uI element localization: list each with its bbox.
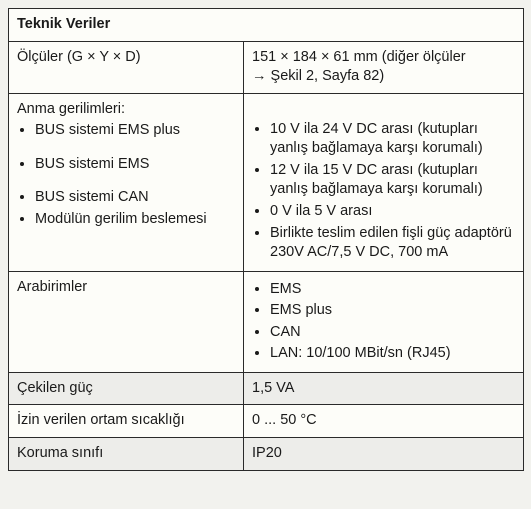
label-voltages: Anma gerilimleri: BUS sistemi EMS plus B… bbox=[9, 93, 244, 271]
value-ambient-temp: 0 ... 50 °C bbox=[244, 405, 524, 438]
volt-right-list: 10 V ila 24 V DC arası (kutupları yanlış… bbox=[252, 120, 515, 263]
label-dimensions: Ölçüler (G × Y × D) bbox=[9, 41, 244, 93]
row-power: Çekilen güç 1,5 VA bbox=[9, 372, 524, 405]
iface-item: LAN: 10/100 MBit/sn (RJ45) bbox=[270, 344, 515, 364]
value-dimensions: 151 × 184 × 61 mm (diğer ölçüler → Şekil… bbox=[244, 41, 524, 93]
label-protection: Koruma sınıfı bbox=[9, 438, 244, 471]
iface-item: CAN bbox=[270, 323, 515, 343]
dims-line1: 151 × 184 × 61 mm (diğer ölçüler bbox=[252, 49, 466, 65]
iface-item: EMS plus bbox=[270, 301, 515, 321]
dims-line2: → Şekil 2, Sayfa 82) bbox=[252, 68, 384, 84]
volt-right-item-text: Birlikte teslim edilen fişli güç adaptör… bbox=[270, 225, 512, 241]
volt-right-item: Birlikte teslim edilen fişli güç adaptör… bbox=[270, 224, 515, 263]
row-dimensions: Ölçüler (G × Y × D) 151 × 184 × 61 mm (d… bbox=[9, 41, 524, 93]
value-protection: IP20 bbox=[244, 438, 524, 471]
volt-left-item: BUS sistemi CAN bbox=[35, 188, 235, 208]
volt-right-item: 12 V ila 15 V DC arası (kutupları yanlış… bbox=[270, 161, 515, 200]
row-ambient-temp: İzin verilen ortam sıcaklığı 0 ... 50 °C bbox=[9, 405, 524, 438]
row-interfaces: Arabirimler EMS EMS plus CAN LAN: 10/100… bbox=[9, 271, 524, 372]
value-voltages: 10 V ila 24 V DC arası (kutupları yanlış… bbox=[244, 93, 524, 271]
row-protection: Koruma sınıfı IP20 bbox=[9, 438, 524, 471]
volt-left-item: Modülün gerilim beslemesi bbox=[35, 210, 235, 230]
technical-data-table: Teknik Veriler Ölçüler (G × Y × D) 151 ×… bbox=[8, 8, 524, 471]
table-title: Teknik Veriler bbox=[9, 9, 524, 42]
volt-right-extra: 230V AC/7,5 V DC, 700 mA bbox=[270, 244, 448, 260]
volt-right-item: 10 V ila 24 V DC arası (kutupları yanlış… bbox=[270, 120, 515, 159]
volt-right-item: 0 V ila 5 V arası bbox=[270, 202, 515, 222]
volt-label: Anma gerilimleri: bbox=[17, 101, 125, 117]
value-interfaces: EMS EMS plus CAN LAN: 10/100 MBit/sn (RJ… bbox=[244, 271, 524, 372]
row-voltages: Anma gerilimleri: BUS sistemi EMS plus B… bbox=[9, 93, 524, 271]
volt-left-item: BUS sistemi EMS plus bbox=[35, 121, 235, 141]
ifaces-list: EMS EMS plus CAN LAN: 10/100 MBit/sn (RJ… bbox=[252, 280, 515, 364]
label-interfaces: Arabirimler bbox=[9, 271, 244, 372]
iface-item: EMS bbox=[270, 280, 515, 300]
volt-left-list: BUS sistemi EMS plus BUS sistemi EMS BUS… bbox=[17, 121, 235, 229]
label-ambient-temp: İzin verilen ortam sıcaklığı bbox=[9, 405, 244, 438]
header-row: Teknik Veriler bbox=[9, 9, 524, 42]
label-power: Çekilen güç bbox=[9, 372, 244, 405]
value-power: 1,5 VA bbox=[244, 372, 524, 405]
volt-left-item: BUS sistemi EMS bbox=[35, 155, 235, 175]
